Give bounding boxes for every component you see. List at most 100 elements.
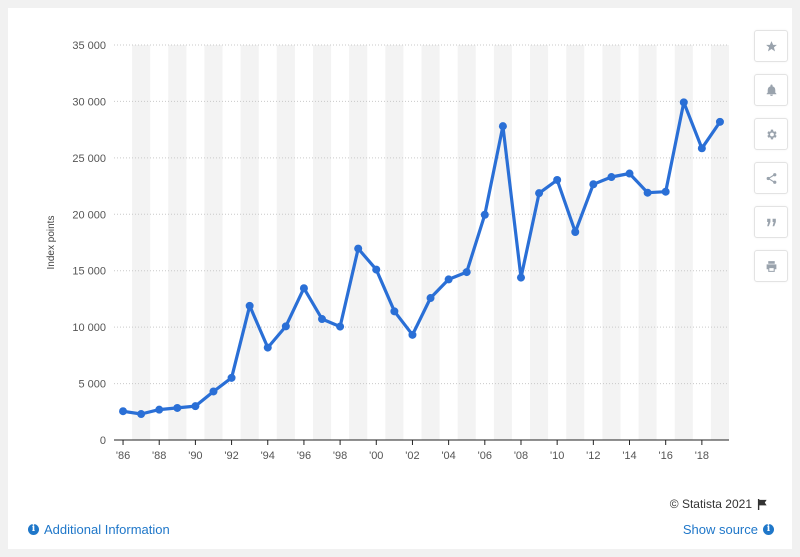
additional-information-label: Additional Information — [44, 522, 170, 537]
data-point — [173, 403, 182, 412]
data-point — [281, 322, 290, 331]
y-tick-label: 20 000 — [72, 209, 106, 221]
x-tick-label: '96 — [297, 450, 311, 462]
x-tick-label: '92 — [224, 450, 238, 462]
print-icon — [766, 260, 776, 272]
data-point — [119, 407, 128, 416]
y-axis-label: Index points — [46, 216, 57, 270]
data-point — [498, 122, 507, 131]
x-tick-label: '98 — [333, 450, 347, 462]
x-tick-label: '18 — [695, 450, 709, 462]
chart-toolbar — [754, 30, 788, 294]
share-icon — [766, 172, 776, 184]
data-point — [589, 180, 598, 189]
data-point — [553, 175, 562, 184]
x-tick-label: '02 — [405, 450, 419, 462]
data-point — [571, 228, 580, 237]
y-tick-label: 30 000 — [72, 96, 106, 108]
background-band — [168, 45, 187, 440]
x-tick-label: '10 — [550, 450, 564, 462]
x-tick-label: '12 — [586, 450, 600, 462]
flag-icon[interactable] — [757, 498, 768, 510]
additional-information-link[interactable]: i Additional Information — [28, 522, 170, 537]
data-point — [318, 315, 327, 324]
data-point — [426, 294, 435, 303]
data-point — [354, 244, 363, 253]
y-tick-label: 10 000 — [72, 322, 106, 334]
background-band — [602, 45, 621, 440]
notification-button[interactable] — [754, 74, 788, 106]
background-band — [674, 45, 693, 440]
line-chart: 0 5 000 10 000 15 000 20 000 25 000 30 000 35 0… — [46, 40, 729, 462]
background-band — [421, 45, 440, 440]
background-band — [240, 45, 259, 440]
data-point — [408, 330, 417, 339]
settings-button[interactable] — [754, 118, 788, 150]
data-point — [516, 273, 525, 282]
y-tick-label: 0 — [100, 435, 106, 447]
data-point — [336, 322, 345, 331]
share-button[interactable] — [754, 162, 788, 194]
chart-card: 0 5 000 10 000 15 000 20 000 25 000 30 000 35 0… — [8, 8, 792, 549]
background-band — [276, 45, 295, 440]
background-band — [457, 45, 476, 440]
data-point — [155, 405, 164, 414]
data-point — [625, 169, 634, 178]
data-point — [679, 98, 688, 107]
data-point — [715, 117, 724, 126]
background-band — [204, 45, 223, 440]
data-point — [245, 301, 254, 310]
background-band — [493, 45, 512, 440]
series-line — [122, 100, 722, 416]
x-tick-label: '94 — [261, 450, 275, 462]
data-point — [227, 373, 236, 382]
background-band — [530, 45, 549, 440]
print-button[interactable] — [754, 250, 788, 282]
data-point — [191, 402, 200, 411]
background-band — [312, 45, 332, 440]
x-tick-label: '86 — [116, 450, 130, 462]
copyright-text: © Statista 2021 — [669, 497, 752, 511]
data-point — [263, 343, 272, 352]
data-point — [299, 284, 308, 293]
favorite-button[interactable] — [754, 30, 788, 62]
x-tick-label: '08 — [514, 450, 528, 462]
data-point — [372, 265, 381, 274]
x-tick-label: '90 — [188, 450, 202, 462]
data-point — [390, 307, 399, 316]
bell-icon — [766, 84, 776, 96]
background-band — [710, 45, 729, 440]
info-icon: i — [763, 524, 774, 535]
data-point — [643, 188, 652, 197]
x-tick-label: '88 — [152, 450, 166, 462]
x-tick-label: '16 — [659, 450, 673, 462]
show-source-link[interactable]: Show source i — [683, 522, 774, 537]
data-point — [462, 268, 471, 277]
data-point — [607, 173, 616, 182]
x-tick-label: '00 — [369, 450, 383, 462]
data-point — [697, 144, 706, 153]
background-band — [385, 45, 404, 440]
y-tick-label: 15 000 — [72, 266, 106, 278]
background-band — [349, 45, 368, 440]
data-point — [480, 210, 489, 219]
background-band — [132, 45, 151, 440]
data-point — [209, 387, 218, 396]
cite-button[interactable] — [754, 206, 788, 238]
background-band — [638, 45, 657, 440]
x-tick-label: '14 — [622, 450, 636, 462]
data-point — [535, 189, 544, 198]
copyright-notice: © Statista 2021 — [670, 497, 768, 511]
info-icon: i — [28, 524, 39, 535]
data-point — [661, 187, 670, 196]
background-band — [566, 45, 585, 440]
data-point — [137, 410, 146, 419]
show-source-label: Show source — [682, 522, 758, 537]
x-tick-label: '04 — [441, 450, 455, 462]
gear-icon — [766, 129, 777, 139]
y-tick-label: 35 000 — [72, 40, 106, 52]
y-tick-label: 25 000 — [72, 153, 106, 165]
data-point — [444, 275, 453, 284]
quote-icon — [766, 218, 776, 226]
y-tick-label: 5 000 — [78, 379, 106, 391]
